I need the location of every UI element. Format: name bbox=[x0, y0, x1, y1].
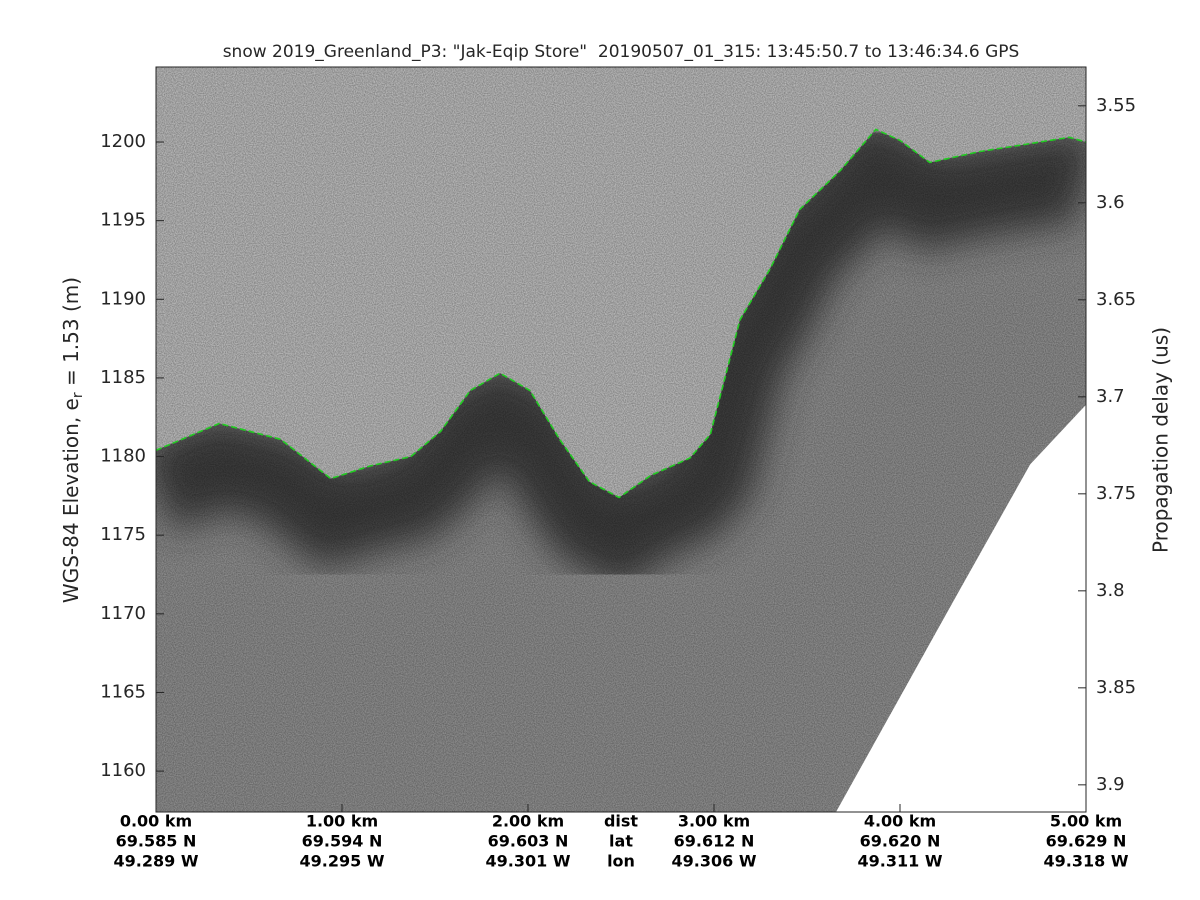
lat-label: 69.620 N bbox=[860, 832, 941, 851]
lon-label: 49.295 W bbox=[300, 852, 385, 871]
x-tick-label: 1.00 km bbox=[306, 812, 378, 831]
axes-box bbox=[155, 66, 1087, 813]
lon-label: 49.289 W bbox=[114, 852, 199, 871]
lat-label: 69.612 N bbox=[674, 832, 755, 851]
row-label: lon bbox=[607, 852, 635, 871]
y-tick-label: 1165 bbox=[100, 681, 146, 702]
lon-label: 49.311 W bbox=[858, 852, 943, 871]
lat-label: 69.629 N bbox=[1046, 832, 1127, 851]
chart-title: snow 2019_Greenland_P3: "Jak-Eqip Store"… bbox=[223, 42, 1020, 62]
x-tick-label: 3.00 km bbox=[678, 812, 750, 831]
row-label: lat bbox=[609, 832, 633, 851]
lat-label: 69.603 N bbox=[488, 832, 569, 851]
y-tick-label: 1185 bbox=[100, 367, 146, 388]
lon-label: 49.301 W bbox=[486, 852, 571, 871]
y2-axis-label: Propagation delay (us) bbox=[1149, 327, 1173, 553]
y-tick-label: 1190 bbox=[100, 288, 146, 309]
y-tick-label: 1180 bbox=[100, 446, 146, 467]
row-label: dist bbox=[604, 812, 638, 831]
x-tick-label: 4.00 km bbox=[864, 812, 936, 831]
y-tick-label: 1200 bbox=[100, 131, 146, 152]
x-tick-label: 0.00 km bbox=[120, 812, 192, 831]
x-tick-label: 2.00 km bbox=[492, 812, 564, 831]
y-axis-label: WGS-84 Elevation, er = 1.53 (m) bbox=[59, 277, 87, 603]
lat-label: 69.585 N bbox=[116, 832, 197, 851]
y2-tick-label: 3.65 bbox=[1096, 289, 1136, 310]
y-tick-label: 1175 bbox=[100, 524, 146, 545]
y2-tick-label: 3.85 bbox=[1096, 677, 1136, 698]
y2-tick-label: 3.9 bbox=[1096, 774, 1125, 795]
y2-tick-label: 3.7 bbox=[1096, 386, 1125, 407]
y-tick-label: 1195 bbox=[100, 210, 146, 231]
surface-line bbox=[156, 128, 1086, 499]
lat-label: 69.594 N bbox=[302, 832, 383, 851]
y2-tick-label: 3.75 bbox=[1096, 483, 1136, 504]
plot-area bbox=[156, 67, 1086, 812]
lon-label: 49.306 W bbox=[672, 852, 757, 871]
axes: 1160 1165 1170 1175 1180 1185 1190 1195 1200 3.55… bbox=[100, 66, 1136, 871]
y2-tick-label: 3.55 bbox=[1096, 95, 1136, 116]
no-data-region bbox=[836, 404, 1086, 812]
x-tick-label: 5.00 km bbox=[1050, 812, 1122, 831]
y-tick-label: 1170 bbox=[100, 603, 146, 624]
y2-tick-label: 3.6 bbox=[1096, 192, 1125, 213]
y-tick-label: 1160 bbox=[100, 760, 146, 781]
lon-label: 49.318 W bbox=[1044, 852, 1129, 871]
y2-tick-label: 3.8 bbox=[1096, 580, 1125, 601]
